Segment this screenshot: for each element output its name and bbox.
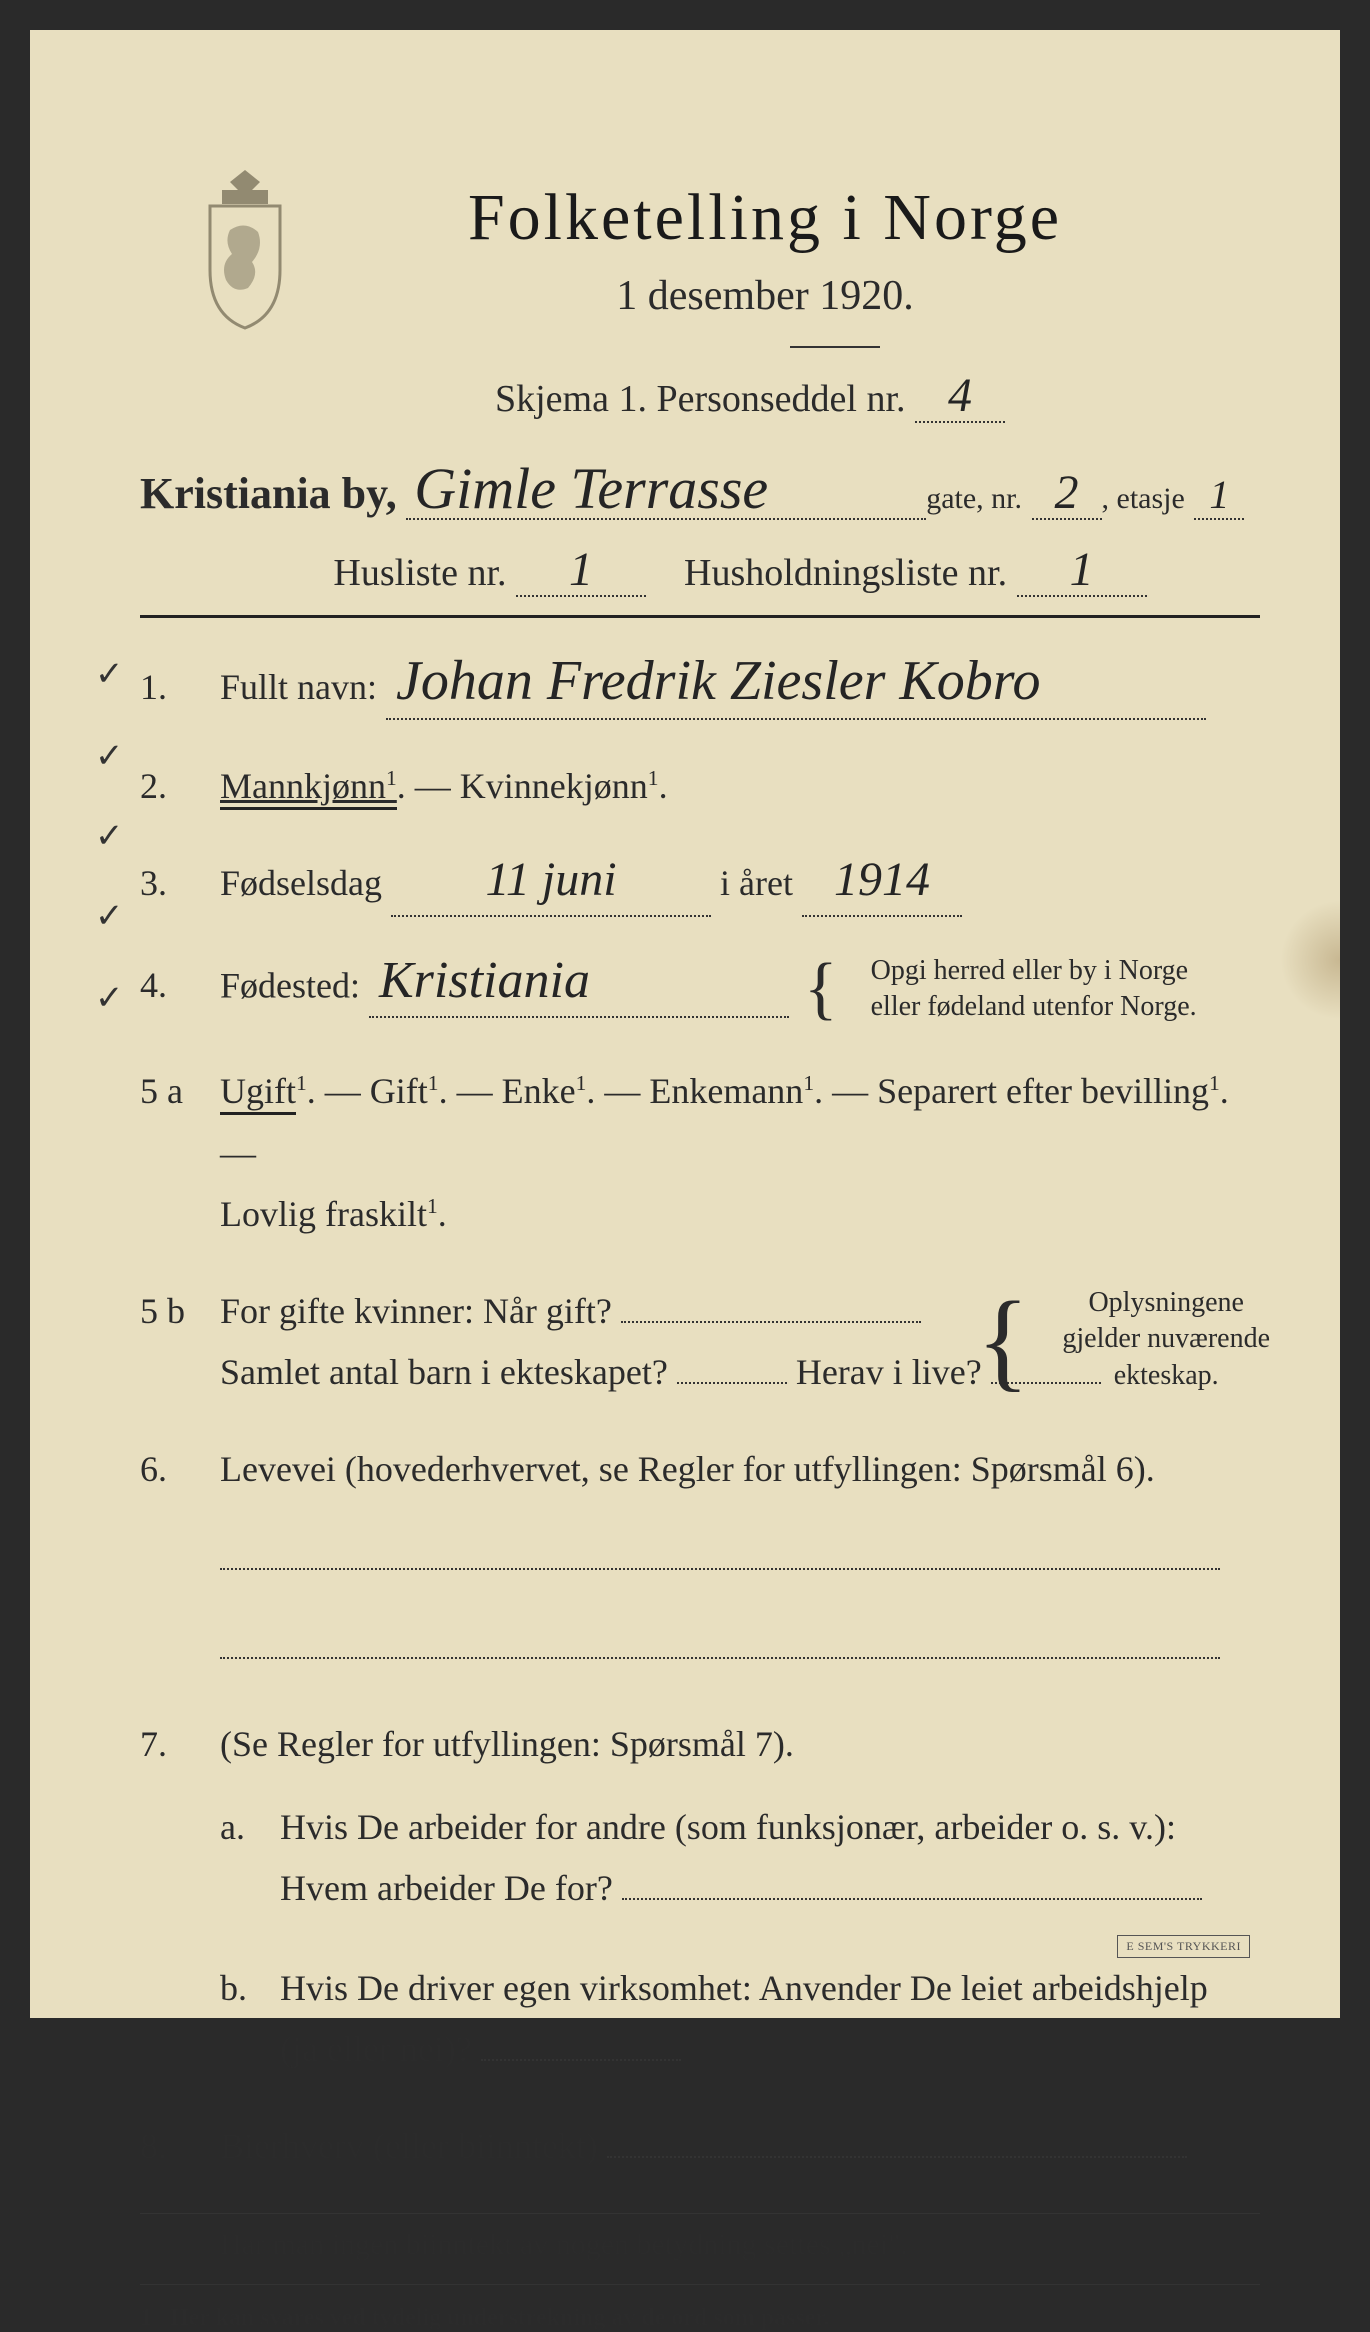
q2-num: 2. [140,756,220,817]
q7b-1: Hvis De driver egen virksomhet: Anvender… [280,1968,1208,2008]
blank-line [607,2118,1187,2158]
printer-mark: E SEM'S TRYKKERI [1117,1935,1250,1958]
question-6: 6. Levevei (hovederhvervet, se Regler fo… [140,1439,1260,1678]
question-4: ✓ 4. Fødested: Kristiania { Opgi herred … [140,953,1260,1026]
q5b-l2a: Samlet antal barn i ekteskapet? [220,1352,668,1392]
q5a-num: 5 a [140,1061,220,1122]
q1-num: 1. [140,657,220,718]
q2-opt2: Kvinnekjønn1 [460,766,659,806]
question-2: ✓ 2. Mannkjønn1. — Kvinnekjønn1. [140,756,1260,817]
q5a-o3: Enke [502,1071,576,1111]
check-mark: ✓ [95,808,124,866]
paper-stain [1280,900,1340,1020]
q7-num: 7. [140,1714,220,1775]
address-line: Kristiania by, Gimle Terrasse gate, nr. … [140,463,1260,520]
check-mark: ✓ [95,888,124,946]
q4-value: Kristiania [379,952,590,1009]
census-form-page: Folketelling i Norge 1 desember 1920. Sk… [30,30,1340,2018]
q3-year: 1914 [834,853,930,906]
q7a-num: a. [220,1797,280,1919]
gate-label: gate, nr. [926,482,1022,515]
q3-mid: i året [720,863,793,903]
question-8: 8. Bierhverv (eller biinntekt) [140,2116,1260,2177]
footnote: 1 Her kan svares ved tydelig understrekn… [140,2305,1260,2332]
q1-value: Johan Fredrik Ziesler Kobro [396,650,1040,712]
question-1: ✓ 1. Fullt navn: Johan Fredrik Ziesler K… [140,656,1260,720]
skjema-label: Skjema 1. Personseddel nr. [495,378,906,420]
q5b-note: Oplysningene gjelder nuværende ekteskap. [1062,1285,1270,1394]
q5a-o1: Ugift [220,1071,296,1115]
q7a-2: Hvem arbeider De for? [280,1868,613,1908]
blank-line [220,1619,1220,1659]
question-5a: ✓ 5 a Ugift1. — Gift1. — Enke1. — Enkema… [140,1061,1260,1245]
q1-label: Fullt navn: [220,667,377,707]
husliste-label: Husliste nr. [333,552,506,594]
q4-num: 4. [140,955,220,1016]
q2-sep: — [415,766,460,806]
check-mark: ✓ [95,728,124,786]
by-label: Kristiania by, [140,469,397,518]
brace-icon: { [977,1307,1030,1373]
q6-num: 6. [140,1439,220,1500]
q8-num: 8. [140,2116,220,2177]
check-mark: ✓ [95,970,124,1028]
brace-icon: { [804,968,838,1010]
q3-label: Fødselsdag [220,863,382,903]
q5a-o6: Lovlig fraskilt [220,1194,427,1234]
q4-note: Opgi herred eller by i Norge eller fødel… [871,953,1197,1026]
coat-of-arms-icon [190,170,300,330]
q4-label: Fødested: [220,965,360,1005]
q6-text: Levevei (hovederhvervet, se Regler for u… [220,1449,1155,1489]
hushold-nr: 1 [1070,543,1094,596]
husliste-line: Husliste nr. 1 Husholdningsliste nr. 1 [220,548,1260,597]
q2-opt1: Mannkjønn1 [220,766,397,810]
q3-day: 11 juni [485,853,616,906]
form-title: Folketelling i Norge [270,180,1260,256]
blank-line [481,2021,681,2061]
skjema-line: Skjema 1. Personseddel nr. 4 [240,374,1260,423]
q8-text: Bierhverv (eller biinntekt) [220,2126,598,2166]
q5b-num: 5 b [140,1281,220,1342]
blank-line [677,1345,787,1385]
question-7: 7. (Se Regler for utfyllingen: Spørsmål … [140,1714,1260,2080]
q5a-o4: Enkemann [649,1071,803,1111]
footnote-text: Her kan svares ved tydelig understreknin… [170,2305,830,2331]
foot-line: Har man ingen biinntekt av nogen betydni… [220,2228,1260,2262]
footnote-mark: 1 [140,2305,152,2331]
gate-nr: 2 [1055,466,1079,519]
q7b-num: b. [220,1958,280,2080]
etasje-label: , etasje [1102,482,1185,515]
main-divider [140,615,1260,618]
husliste-nr: 1 [569,543,593,596]
hushold-label: Husholdningsliste nr. [684,552,1007,594]
q7-text: (Se Regler for utfyllingen: Spørsmål 7). [220,1724,794,1764]
check-mark: ✓ [95,646,124,704]
blank-line [220,1530,1220,1570]
blank-line [622,1861,1202,1901]
q5a-o2: Gift [370,1071,428,1111]
q7a-1: Hvis De arbeider for andre (som funksjon… [280,1807,1176,1847]
q3-num: 3. [140,853,220,914]
blank-line [621,1283,921,1323]
footnote-divider [140,2213,1260,2214]
divider [790,346,880,348]
etasje-nr: 1 [1209,472,1229,517]
q5a-o5: Separert efter bevilling [877,1071,1209,1111]
street-hand: Gimle Terrasse [414,456,768,521]
footnote-divider [140,2284,1260,2285]
q5b-l1: For gifte kvinner: Når gift? [220,1291,612,1331]
personseddel-nr: 4 [948,369,972,422]
q5b-l2b: Herav i live? [796,1352,982,1392]
form-subtitle: 1 desember 1920. [270,272,1260,320]
question-5b: 5 b For gifte kvinner: Når gift? Samlet … [140,1281,1260,1403]
question-3: ✓ 3. Fødselsdag 11 juni i året 1914 [140,853,1260,916]
q7b-2: (ja eller nei)? [280,2029,472,2069]
